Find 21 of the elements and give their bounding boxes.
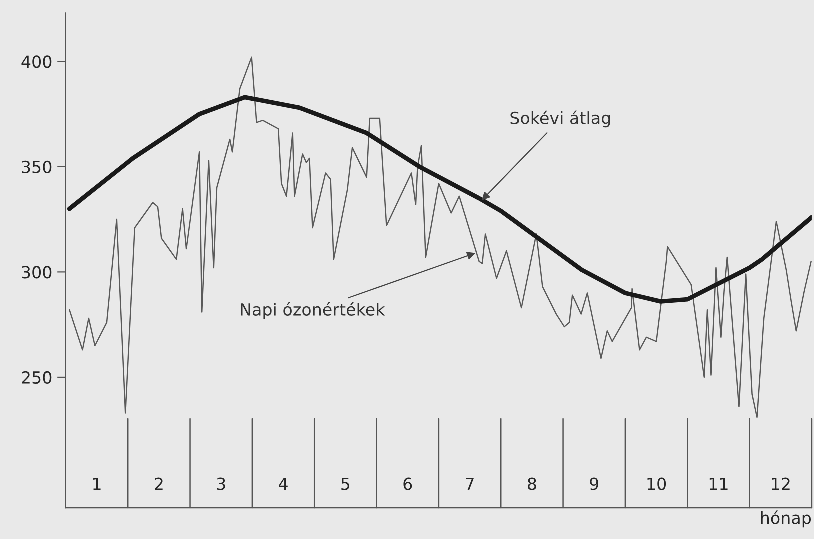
x-tick-label: 2 bbox=[155, 478, 163, 490]
x-tick-label: 9 bbox=[590, 478, 599, 490]
line-series bbox=[67, 95, 812, 304]
annotation: Sokévi átlag bbox=[510, 110, 610, 128]
y-tick-label: 300 bbox=[22, 266, 52, 279]
x-axis-title: hónap bbox=[761, 510, 812, 528]
x-tick-label: 3 bbox=[217, 478, 226, 490]
y-tick-label: 350 bbox=[22, 160, 52, 174]
x-tick-label: 6 bbox=[404, 478, 412, 490]
line-series bbox=[69, 56, 812, 418]
x-tick-label: 12 bbox=[772, 478, 790, 490]
x-tick-label: 5 bbox=[342, 478, 350, 490]
x-tick-label: 1 bbox=[94, 478, 101, 490]
x-tick-label: 4 bbox=[279, 478, 288, 490]
y-tick-label: 400 bbox=[22, 56, 52, 68]
annotation: Napi ózonértékek bbox=[241, 302, 386, 320]
x-tick-label: 10 bbox=[648, 478, 666, 490]
y-tick-label: 250 bbox=[22, 371, 52, 384]
x-tick-label: 8 bbox=[528, 478, 536, 490]
x-tick-label: 7 bbox=[466, 478, 474, 490]
x-tick-label: 11 bbox=[710, 478, 728, 490]
